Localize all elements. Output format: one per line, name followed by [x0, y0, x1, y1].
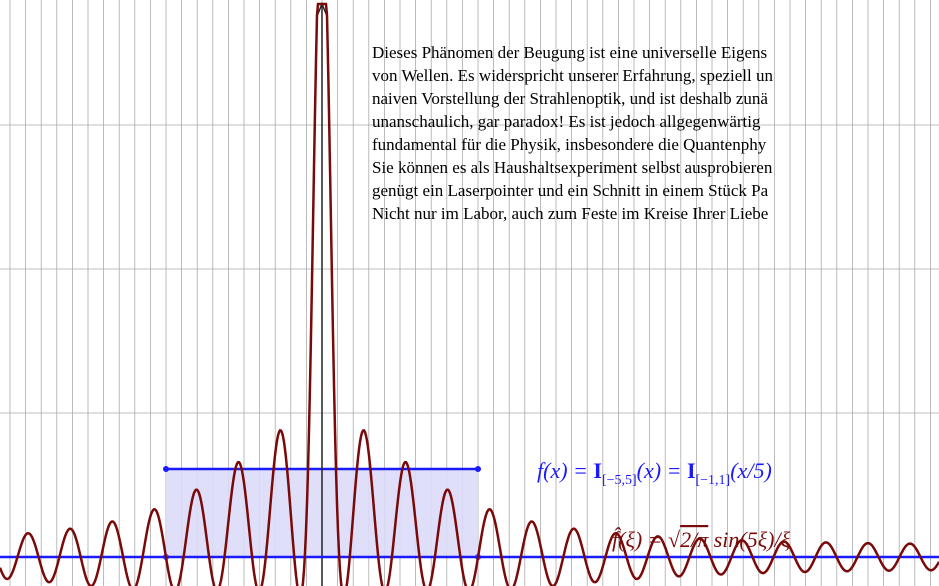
formula-part: (x) =: [637, 458, 687, 483]
paragraph-line: Nicht nur im Labor, auch zum Feste im Kr…: [372, 204, 768, 223]
paragraph-line: genügt ein Laserpointer und ein Schnitt …: [372, 181, 769, 200]
formula-part: I: [593, 458, 602, 483]
endpoint: [475, 466, 481, 472]
formula-part: [−1,1]: [696, 473, 731, 488]
paragraph-line: naiven Vorstellung der Strahlenoptik, un…: [372, 89, 768, 108]
formula-part: (x/5): [730, 458, 772, 483]
formula-part: f̂(ξ) =: [612, 527, 668, 552]
formula-part: I: [687, 458, 696, 483]
formula-fhat: f̂(ξ) = √2/π sin(5ξ)/ξ: [612, 527, 791, 552]
formula-part: f(x) =: [537, 458, 593, 483]
formula-part: √: [668, 527, 681, 552]
paragraph-line: Sie können es als Haushaltsexperiment se…: [372, 158, 773, 177]
paragraph-line: Dieses Phänomen der Beugung ist eine uni…: [372, 43, 767, 62]
paragraph-line: von Wellen. Es widerspricht unserer Erfa…: [372, 66, 774, 85]
formula-part: 2/π: [680, 527, 709, 552]
formula-part: sin(5ξ)/ξ: [708, 527, 790, 552]
paragraph-line: fundamental für die Physik, insbesondere…: [372, 135, 767, 154]
formula-part: [−5,5]: [602, 473, 637, 488]
paragraph-line: unanschaulich, gar paradox! Es ist jedoc…: [372, 112, 761, 131]
formula-f: f(x) = I[−5,5](x) = I[−1,1](x/5): [537, 458, 772, 488]
paragraph: Dieses Phänomen der Beugung ist eine uni…: [372, 43, 774, 223]
endpoint: [163, 466, 169, 472]
